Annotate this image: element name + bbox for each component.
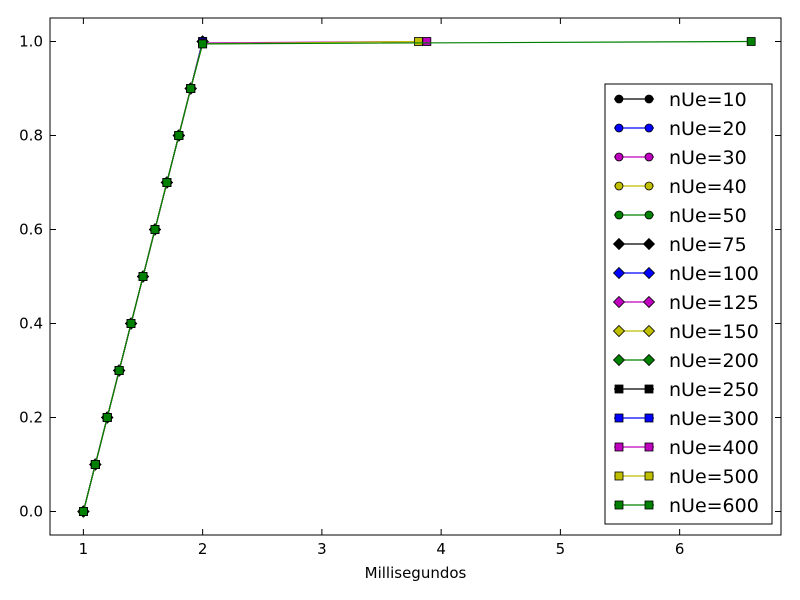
legend-item: nUe=10 <box>614 89 747 111</box>
data-point <box>746 37 756 46</box>
legend-label: nUe=300 <box>669 408 759 430</box>
legend-marker <box>642 266 656 280</box>
legend-marker <box>642 237 656 251</box>
legend-label: nUe=50 <box>669 205 747 227</box>
legend-item: nUe=100 <box>612 263 759 285</box>
x-tick-label: 1 <box>79 540 89 558</box>
legend-marker <box>614 442 624 452</box>
legend-item: nUe=400 <box>614 437 759 459</box>
legend-label: nUe=10 <box>669 89 747 111</box>
data-point <box>162 178 172 187</box>
data-point <box>78 507 88 516</box>
legend-label: nUe=200 <box>669 350 759 372</box>
y-tick-label: 0.2 <box>19 409 43 427</box>
legend-items: nUe=10 nUe=20 nUe=30 nUe=40 nUe=50 nUe=75 nUe=… <box>612 89 759 517</box>
legend-marker <box>642 295 656 309</box>
data-point <box>174 131 184 140</box>
legend-label: nUe=30 <box>669 147 747 169</box>
legend-item: nUe=125 <box>612 292 759 314</box>
tick-layer: 1 2 3 4 5 6 0.0 0.2 0.4 0.6 0.8 1.0 <box>19 18 781 558</box>
legend-marker <box>614 94 624 104</box>
legend-item: nUe=50 <box>614 205 747 227</box>
legend-item: nUe=250 <box>614 379 759 401</box>
legend-item: nUe=600 <box>614 495 759 517</box>
legend-marker <box>612 295 626 309</box>
legend-item: nUe=75 <box>612 234 747 256</box>
legend-marker <box>644 152 654 162</box>
legend-label: nUe=500 <box>669 466 759 488</box>
y-tick-label: 0.4 <box>19 315 43 333</box>
legend-marker <box>612 237 626 251</box>
legend-marker <box>614 210 624 220</box>
data-point <box>198 39 208 49</box>
x-tick-label: 4 <box>436 540 446 558</box>
legend-marker <box>612 266 626 280</box>
legend-marker <box>614 413 624 423</box>
data-point <box>186 84 196 93</box>
legend-marker <box>644 181 654 191</box>
data-point <box>138 272 148 281</box>
y-tick-label: 1.0 <box>19 33 43 51</box>
plot-frame <box>49 17 782 536</box>
data-point <box>414 37 423 46</box>
legend-label: nUe=20 <box>669 118 747 140</box>
legend-marker <box>614 181 624 191</box>
legend-marker <box>644 500 654 510</box>
data-point <box>422 37 432 46</box>
legend-label: nUe=150 <box>669 321 759 343</box>
legend-label: nUe=400 <box>669 437 759 459</box>
legend-marker <box>614 384 624 394</box>
data-point <box>126 319 136 328</box>
legend-marker <box>644 123 654 133</box>
legend-label: nUe=40 <box>669 176 747 198</box>
data-point <box>90 460 100 469</box>
x-tick-label: 2 <box>198 540 208 558</box>
legend-label: nUe=600 <box>669 495 759 517</box>
data-point <box>150 225 160 234</box>
legend-marker <box>644 94 654 104</box>
legend-marker <box>614 123 624 133</box>
series-layer <box>77 35 756 518</box>
y-tick-label: 0.0 <box>19 503 43 521</box>
legend-marker <box>614 471 624 481</box>
y-tick-label: 0.6 <box>19 221 43 239</box>
legend-marker <box>644 210 654 220</box>
legend-label: nUe=100 <box>669 263 759 285</box>
legend-marker <box>642 353 656 367</box>
x-axis-label: Millisegundos <box>365 564 467 582</box>
legend-marker <box>612 324 626 338</box>
legend-item: nUe=30 <box>614 147 747 169</box>
legend-marker <box>642 324 656 338</box>
x-tick-label: 3 <box>317 540 327 558</box>
legend-marker <box>644 471 654 481</box>
legend-item: nUe=40 <box>614 176 747 198</box>
legend-marker <box>612 353 626 367</box>
legend-item: nUe=500 <box>614 466 759 488</box>
legend-label: nUe=75 <box>669 234 747 256</box>
series-nue-600 <box>78 37 756 516</box>
legend-marker <box>614 152 624 162</box>
series-line <box>82 40 752 512</box>
legend-item: nUe=150 <box>612 321 759 343</box>
x-tick-label: 6 <box>675 540 685 558</box>
legend-label: nUe=250 <box>669 379 759 401</box>
legend-marker <box>644 384 654 394</box>
legend-label: nUe=125 <box>669 292 759 314</box>
legend-marker <box>614 500 624 510</box>
legend-marker <box>644 442 654 452</box>
data-point <box>114 366 124 375</box>
x-tick-label: 5 <box>556 540 566 558</box>
y-tick-label: 0.8 <box>19 127 43 145</box>
legend-item: nUe=300 <box>614 408 759 430</box>
data-point <box>102 413 112 422</box>
legend-item: nUe=200 <box>612 350 759 372</box>
legend: nUe=10 nUe=20 nUe=30 nUe=40 nUe=50 nUe=75 nUe=… <box>604 83 773 525</box>
legend-item: nUe=20 <box>614 118 747 140</box>
legend-marker <box>644 413 654 423</box>
